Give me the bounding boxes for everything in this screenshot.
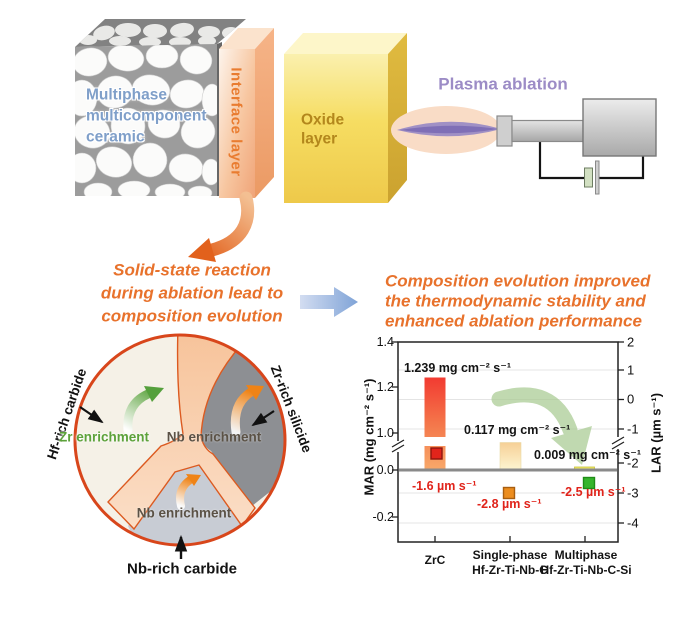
right-caption-line2: the thermodynamic stability and bbox=[385, 291, 646, 311]
ytick-left--0.2: -0.2 bbox=[372, 509, 394, 524]
ytick-right-2: 2 bbox=[627, 334, 635, 350]
left-caption-line2: during ablation lead to bbox=[100, 283, 284, 303]
mar-annotation-single: 0.117 mg cm⁻² s⁻¹ bbox=[464, 422, 571, 437]
ytick-right--4: -4 bbox=[627, 515, 639, 531]
interface-layer-label: Interface layer bbox=[227, 67, 245, 177]
mar-annotation-zrc: 1.239 mg cm⁻² s⁻¹ bbox=[404, 360, 511, 375]
ceramic-label-line2: multicomponent bbox=[86, 107, 207, 125]
nb-enrichment-label-bottom: Nb enrichment bbox=[136, 505, 232, 521]
marker-multiphase bbox=[582, 476, 596, 490]
ytick-left-1.0: 1.0 bbox=[376, 425, 394, 440]
zr-enrichment-label: Zr enrichment bbox=[58, 429, 150, 445]
ytick-left-0.0: 0.0 bbox=[376, 462, 394, 477]
category-single-line2: Hf-Zr-Ti-Nb-C bbox=[472, 563, 548, 577]
plasma-torch bbox=[496, 98, 657, 195]
left-caption-line3: composition evolution bbox=[101, 306, 283, 326]
lar-annotation-single: -2.8 µm s⁻¹ bbox=[477, 496, 542, 511]
nb-enrichment-arrow-bottom bbox=[176, 474, 201, 510]
torch-circuit-wire bbox=[538, 141, 645, 180]
nb-enrichment-arrow-right bbox=[230, 385, 264, 437]
right-caption-line1: Composition evolution improved bbox=[385, 271, 651, 291]
blue-right-arrow bbox=[300, 287, 358, 317]
zr-enrichment-arrow bbox=[123, 386, 164, 435]
zr-silicide-pointer-arrow bbox=[251, 410, 275, 427]
right-caption-line3: enhanced ablation performance bbox=[385, 311, 642, 331]
ytick-left-1.2: 1.2 bbox=[376, 379, 394, 394]
ytick-right--3: -3 bbox=[627, 485, 639, 501]
marker-zrc bbox=[430, 447, 443, 460]
nb-rich-carbide-label: Nb-rich carbide bbox=[126, 560, 238, 578]
hf-carbide-pointer-arrow bbox=[79, 406, 104, 424]
axis-ticks bbox=[392, 341, 624, 542]
ceramic-label-line3: ceramic bbox=[86, 128, 145, 146]
curved-down-arrow bbox=[188, 191, 255, 262]
lar-annotation-zrc: -1.6 µm s⁻¹ bbox=[412, 478, 477, 493]
torch-nozzle bbox=[496, 115, 513, 147]
oxide-label-line1: Oxide bbox=[301, 111, 345, 129]
marker-single-phase bbox=[502, 486, 516, 500]
battery-plate-short bbox=[584, 167, 593, 188]
category-multi-line2: Hf-Zr-Ti-Nb-C-Si bbox=[540, 563, 632, 577]
torch-body bbox=[582, 98, 657, 157]
lar-annotation-multi: -2.5 µm s⁻¹ bbox=[561, 484, 626, 499]
ytick-left-1.4: 1.4 bbox=[376, 334, 394, 349]
ytick-right-1: 1 bbox=[627, 362, 635, 378]
battery-plate-long bbox=[595, 160, 600, 195]
phase-pie-diagram bbox=[73, 333, 287, 559]
category-zrc: ZrC bbox=[424, 553, 446, 567]
improvement-green-arrow bbox=[491, 387, 592, 465]
torch-barrel bbox=[511, 119, 584, 143]
bar-zrc-upper bbox=[424, 377, 446, 437]
y-axis-label-right: LAR (µm s⁻¹) bbox=[648, 392, 664, 474]
pie-interface-bands bbox=[107, 335, 256, 531]
ytick-right--1: -1 bbox=[627, 421, 639, 437]
cube-front-face bbox=[75, 44, 217, 196]
ceramic-label-line1: Multiphase bbox=[86, 86, 167, 104]
oxide-label-line2: layer bbox=[301, 130, 338, 148]
left-caption-line1: Solid-state reaction bbox=[113, 260, 271, 280]
mar-annotation-multi: 0.009 mg cm⁻² s⁻¹ bbox=[534, 447, 641, 462]
ablation-chart bbox=[391, 341, 625, 543]
ytick-right-0: 0 bbox=[627, 391, 635, 407]
ytick-right--2: -2 bbox=[627, 455, 639, 471]
plasma-ablation-label: Plasma ablation bbox=[438, 74, 568, 94]
y-axis-label-left: MAR (mg cm⁻² s⁻¹) bbox=[361, 378, 377, 496]
left-axis-break bbox=[391, 439, 405, 453]
plasma-flame bbox=[391, 106, 501, 154]
lar-markers bbox=[430, 447, 596, 500]
bar-single-phase bbox=[499, 442, 522, 471]
category-multi-line1: Multiphase bbox=[554, 548, 618, 562]
interface-layer-slab bbox=[219, 28, 274, 198]
oxide-layer-slab bbox=[284, 33, 407, 203]
nb-enrichment-label-right: Nb enrichment bbox=[166, 429, 262, 445]
category-single-line1: Single-phase bbox=[472, 548, 548, 562]
right-axis-break bbox=[611, 436, 625, 450]
